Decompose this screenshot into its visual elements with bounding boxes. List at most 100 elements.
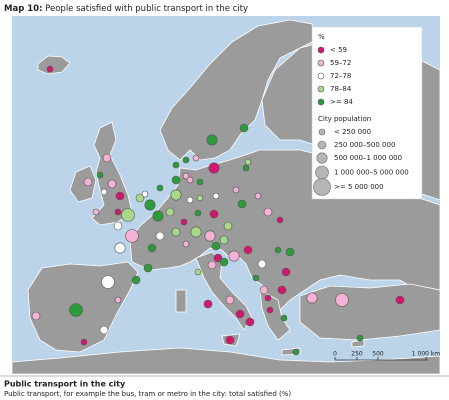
city-marker (114, 242, 126, 254)
legend-label: 78–84 (330, 85, 352, 93)
city-marker (274, 246, 282, 254)
legend-label: 500 000–1 000 000 (334, 154, 402, 162)
city-marker (276, 216, 284, 224)
legend-label: 72–78 (330, 72, 351, 80)
scale-label: 0 (333, 351, 337, 358)
city-marker (266, 306, 274, 314)
legend-swatch (317, 59, 325, 67)
city-marker (211, 241, 221, 251)
city-marker (335, 293, 349, 307)
city-marker (204, 230, 216, 242)
city-marker (101, 275, 115, 289)
city-marker (182, 240, 190, 248)
city-marker (31, 311, 41, 321)
city-marker (107, 179, 117, 189)
city-marker (99, 325, 109, 335)
city-marker (92, 208, 100, 216)
city-marker (171, 175, 181, 185)
city-marker (80, 338, 88, 346)
city-marker (277, 285, 287, 295)
city-marker (235, 309, 245, 319)
city-marker (114, 296, 122, 304)
city-marker (209, 209, 219, 219)
city-marker (102, 153, 112, 163)
city-marker (125, 229, 139, 243)
city-marker (243, 245, 253, 255)
legend-label: 1 000 000–5 000 000 (334, 169, 409, 177)
legend-box (311, 26, 423, 200)
legend-swatch (317, 85, 325, 93)
city-marker (257, 259, 267, 269)
city-marker (194, 268, 202, 276)
legend-size (313, 178, 331, 196)
city-marker (207, 260, 217, 270)
land (299, 283, 441, 341)
legend-label: >= 84 (330, 98, 353, 106)
city-marker (196, 178, 204, 186)
city-marker (285, 247, 295, 257)
city-marker (252, 274, 260, 282)
scale-label: 500 (372, 351, 384, 358)
city-marker (155, 231, 165, 241)
city-marker (239, 123, 249, 133)
map-title-text: People satisfied with public transport i… (45, 4, 248, 14)
caption-title: Public transport in the city (4, 380, 126, 389)
city-marker (114, 208, 122, 216)
city-marker (225, 335, 235, 345)
city-marker (254, 192, 262, 200)
city-markers (31, 65, 405, 356)
city-marker (121, 208, 135, 222)
legend-swatch (317, 72, 325, 80)
city-marker (115, 191, 125, 201)
city-marker (244, 158, 252, 166)
land (11, 347, 441, 375)
city-marker (143, 263, 153, 273)
city-marker (212, 192, 220, 200)
city-marker (225, 295, 235, 305)
city-marker (264, 294, 272, 302)
legend-label: < 59 (330, 46, 347, 54)
legend-label: 59–72 (330, 59, 351, 67)
legend-label: >= 5 000 000 (334, 183, 384, 191)
land (175, 289, 187, 313)
legend-size (317, 140, 327, 150)
city-marker (395, 295, 405, 305)
caption-text: Public transport, for example the bus, t… (4, 390, 291, 398)
city-marker (147, 243, 157, 253)
city-marker (194, 209, 202, 217)
city-marker (192, 154, 200, 162)
land (37, 55, 71, 75)
city-marker (292, 348, 300, 356)
city-marker (206, 134, 218, 146)
legend-swatch (317, 98, 325, 106)
legend-label: < 250 000 (334, 128, 371, 136)
city-marker (113, 221, 123, 231)
city-marker (259, 285, 269, 295)
city-marker (96, 171, 104, 179)
city-marker (83, 177, 93, 187)
legend-swatch (317, 46, 325, 54)
land (69, 165, 97, 203)
city-marker (232, 186, 240, 194)
city-marker (280, 314, 288, 322)
city-marker (281, 267, 291, 277)
city-marker (131, 275, 141, 285)
city-marker (180, 218, 188, 226)
legend-size (318, 128, 326, 136)
city-marker (152, 210, 164, 222)
legend-title: % (318, 33, 325, 41)
city-marker (135, 193, 145, 203)
city-marker (219, 257, 229, 267)
legend-title: City population (318, 115, 371, 123)
city-marker (196, 194, 204, 202)
city-marker (141, 190, 149, 198)
city-marker (245, 317, 255, 327)
land (159, 19, 317, 161)
city-marker (156, 184, 164, 192)
city-marker (208, 162, 220, 174)
legend-size (315, 165, 329, 180)
legend-size (316, 152, 328, 164)
map-title: Map 10: People satisfied with public tra… (4, 4, 248, 14)
map-label: Map 10: (4, 4, 42, 14)
